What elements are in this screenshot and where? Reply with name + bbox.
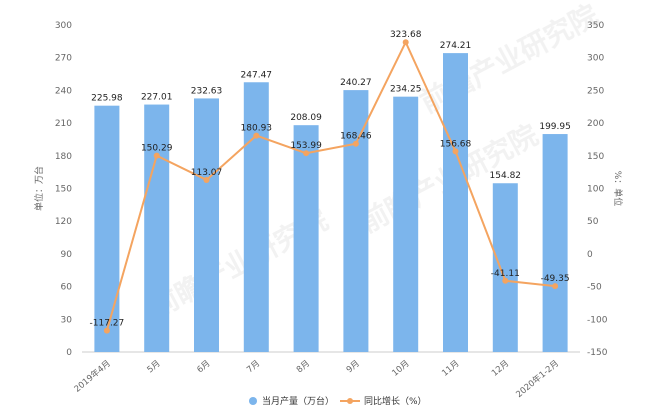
legend-bar-label: 当月产量（万台）: [262, 395, 334, 407]
right-tick-label: -50: [587, 283, 602, 293]
bar: [243, 82, 269, 353]
right-tick-label: 350: [587, 21, 604, 31]
right-tick-label: 0: [587, 250, 593, 260]
bar-data-label: 227.01: [141, 93, 173, 103]
bar: [492, 183, 518, 352]
left-tick-label: 90: [61, 250, 73, 260]
bar-data-label: 240.27: [340, 78, 372, 88]
left-tick-label: 270: [55, 54, 72, 64]
growth-point: [552, 283, 559, 290]
left-tick-label: 180: [55, 152, 72, 162]
bar: [293, 125, 319, 352]
bar: [194, 98, 219, 353]
growth-point: [153, 152, 160, 159]
growth-point: [452, 148, 459, 155]
x-tick-label: 5月: [146, 359, 163, 376]
growth-point: [502, 277, 509, 284]
bar-data-label: 199.95: [539, 122, 571, 132]
x-tick-label: 2019年4月: [72, 358, 113, 395]
bar-data-label: 232.63: [191, 86, 223, 96]
right-tick-label: -150: [587, 348, 608, 358]
bar-data-label: 247.47: [241, 70, 273, 80]
left-tick-label: 240: [55, 86, 72, 96]
bar: [343, 90, 369, 352]
growth-data-label: 323.68: [390, 30, 422, 40]
growth-point: [203, 176, 210, 183]
bar-data-label: 225.98: [91, 94, 123, 104]
bar: [542, 134, 568, 352]
growth-data-label: -117.27: [90, 319, 125, 329]
growth-data-label: 153.99: [290, 141, 322, 151]
left-tick-label: 60: [61, 283, 73, 293]
bar-data-label: 274.21: [440, 41, 472, 51]
legend-bar-marker: [249, 397, 257, 405]
bar: [144, 104, 170, 352]
right-tick-label: 200: [587, 119, 604, 129]
right-tick-label: 150: [587, 152, 604, 162]
growth-point: [402, 39, 409, 46]
left-tick-label: 0: [66, 348, 72, 358]
left-tick-label: 300: [55, 21, 72, 31]
x-tick-label: 6月: [195, 359, 212, 376]
bar: [94, 105, 120, 353]
left-tick-label: 150: [55, 185, 72, 195]
x-tick-label: 7月: [245, 359, 262, 376]
legend-line-dot: [347, 398, 353, 404]
left-tick-label: 210: [55, 119, 72, 129]
bar: [443, 53, 468, 353]
growth-point: [303, 150, 310, 157]
right-axis-label: %：单位: [612, 171, 624, 207]
right-tick-label: 100: [587, 185, 604, 195]
bar-data-label: 234.25: [390, 85, 422, 95]
growth-data-label: 156.68: [440, 139, 472, 149]
left-axis-label: 单位：万台: [33, 166, 45, 211]
growth-data-label: 168.46: [340, 132, 372, 142]
x-tick-label: 9月: [345, 359, 362, 376]
growth-data-label: 113.07: [191, 168, 223, 178]
right-tick-label: 300: [587, 54, 604, 64]
left-tick-label: 120: [55, 217, 72, 227]
right-tick-label: -100: [587, 315, 608, 325]
x-tick-label: 11月: [440, 359, 461, 379]
legend-line-label: 同比增长（%）: [364, 395, 427, 407]
growth-data-label: -49.35: [541, 274, 570, 284]
left-tick-label: 30: [61, 315, 73, 325]
bar: [393, 96, 419, 352]
x-tick-label: 2020年1-2月: [514, 358, 561, 400]
growth-line: [105, 39, 556, 331]
growth-point: [253, 132, 260, 139]
growth-point: [103, 327, 110, 334]
growth-data-label: 180.93: [241, 124, 273, 134]
growth-data-label: -41.11: [491, 269, 520, 279]
x-tick-label: 10月: [390, 359, 411, 379]
bar-data-label: 208.09: [290, 113, 322, 123]
growth-data-label: 150.29: [141, 144, 173, 154]
right-tick-label: 250: [587, 86, 604, 96]
bar-data-label: 154.82: [490, 171, 522, 181]
x-tick-label: 8月: [295, 359, 312, 376]
growth-point: [352, 140, 359, 147]
x-tick-label: 12月: [490, 359, 511, 379]
right-tick-label: 50: [587, 217, 599, 227]
